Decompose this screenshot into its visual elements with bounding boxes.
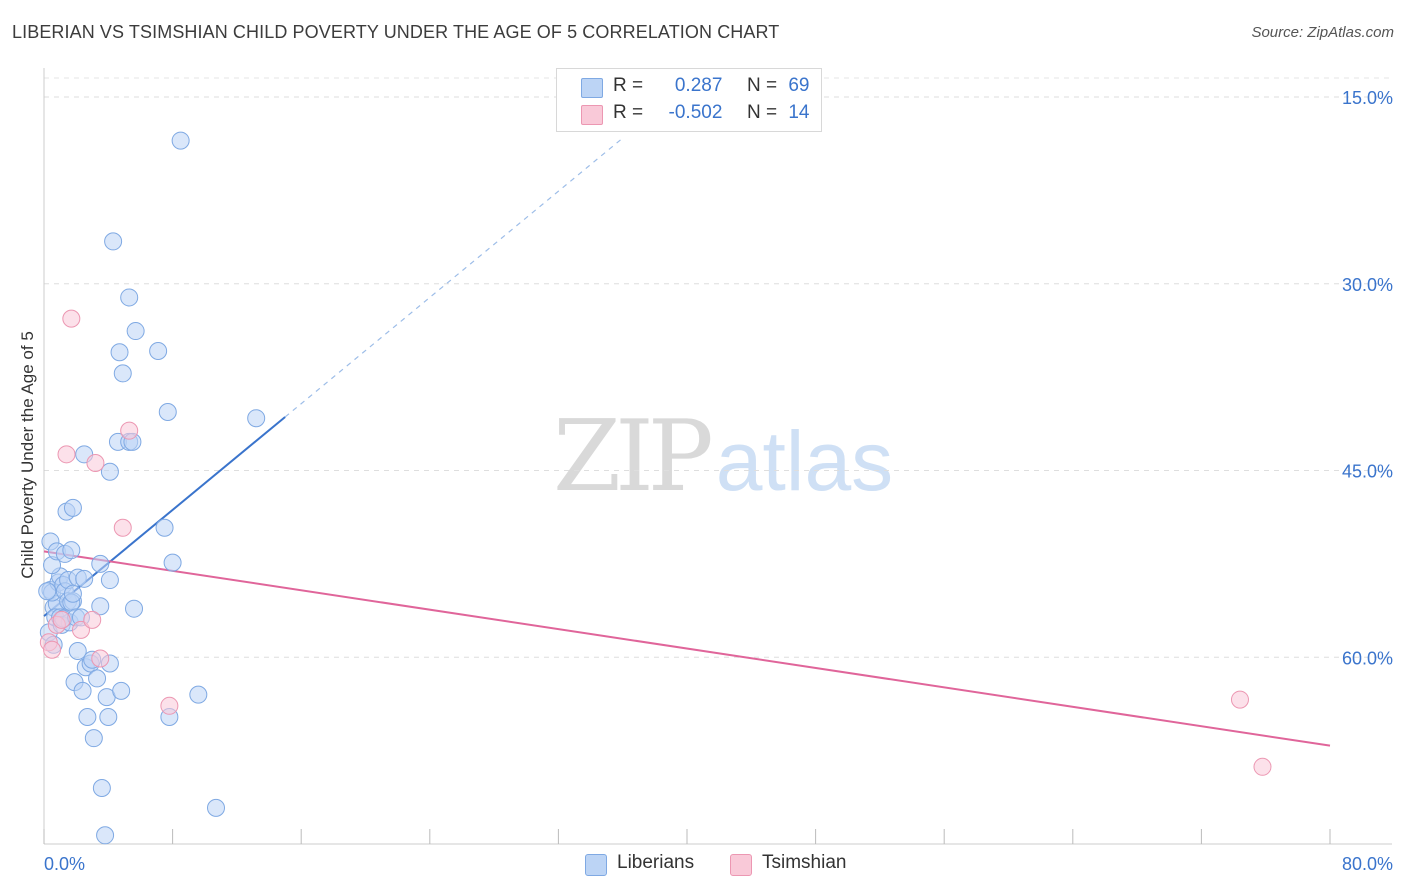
point-liberians — [112, 681, 131, 700]
correlation-legend: R = 0.287 N = 69 R = -0.502 N = 14 — [556, 68, 822, 132]
point-liberians — [171, 131, 190, 150]
point-liberians — [88, 669, 107, 688]
watermark: ZIPatlas — [553, 400, 893, 514]
legend-n-label: N = — [746, 102, 778, 123]
x-tick-label-max: 80.0% — [1342, 854, 1393, 874]
point-liberians — [158, 402, 177, 421]
point-tsimshian — [57, 445, 76, 464]
y-tick-label: 60.0% — [1342, 648, 1393, 668]
point-liberians — [125, 599, 144, 618]
legend-swatch-liberians — [581, 78, 603, 98]
series-swatch-liberians — [585, 854, 607, 876]
point-tsimshian — [113, 518, 132, 537]
point-liberians — [38, 582, 57, 601]
point-tsimshian — [52, 610, 71, 629]
legend-n-value-tsimshian: 14 — [788, 102, 810, 123]
x-tick-label-min: 0.0% — [44, 854, 85, 874]
point-liberians — [63, 498, 82, 517]
point-liberians — [68, 642, 87, 661]
axis-labels: 60.0% 45.0% 30.0% 15.0% 0.0% 80.0% Child Pover… — [18, 88, 1393, 874]
axes — [43, 68, 1392, 845]
grid-lines — [44, 77, 1392, 658]
point-liberians — [247, 409, 266, 428]
data-points — [38, 131, 1272, 845]
point-tsimshian — [62, 309, 81, 328]
y-axis-label: Child Poverty Under the Age of 5 — [18, 331, 37, 579]
trend-line-tsimshian — [43, 550, 1331, 747]
point-liberians — [84, 729, 103, 748]
series-label-tsimshian: Tsimshian — [762, 852, 847, 873]
y-tick-label: 30.0% — [1342, 275, 1393, 295]
point-liberians — [91, 597, 110, 616]
point-liberians — [207, 798, 226, 817]
legend-swatch-tsimshian — [581, 105, 603, 125]
point-tsimshian — [160, 696, 179, 715]
watermark-atlas: atlas — [715, 414, 894, 508]
point-tsimshian — [120, 421, 139, 440]
series-swatch-tsimshian — [730, 854, 752, 876]
series-legend: Liberians Tsimshian — [0, 852, 1406, 878]
chart-title: LIBERIAN VS TSIMSHIAN CHILD POVERTY UNDE… — [12, 22, 780, 42]
watermark-zip: ZIP — [553, 400, 714, 514]
point-tsimshian — [1253, 757, 1272, 776]
series-label-liberians: Liberians — [617, 852, 695, 873]
point-tsimshian — [91, 649, 110, 668]
point-liberians — [149, 341, 168, 360]
point-liberians — [62, 541, 81, 560]
point-liberians — [96, 826, 115, 845]
point-liberians — [126, 322, 145, 341]
legend-r-label: R = — [613, 75, 644, 96]
legend-r-label: R = — [613, 102, 644, 123]
point-tsimshian — [71, 620, 90, 639]
point-liberians — [163, 553, 182, 572]
point-tsimshian — [86, 454, 105, 473]
legend-n-value-liberians: 69 — [788, 75, 810, 96]
point-liberians — [100, 462, 119, 481]
point-liberians — [78, 708, 97, 727]
point-tsimshian — [1230, 690, 1249, 709]
point-tsimshian — [43, 640, 62, 659]
point-liberians — [189, 685, 208, 704]
point-liberians — [75, 569, 94, 588]
legend-r-value-liberians: 0.287 — [674, 75, 723, 96]
y-tick-label: 15.0% — [1342, 88, 1393, 108]
trend-lines — [43, 137, 1331, 747]
point-liberians — [73, 681, 92, 700]
source-credit: Source: ZipAtlas.com — [1251, 24, 1394, 41]
point-liberians — [113, 364, 132, 383]
point-liberians — [91, 554, 110, 573]
point-liberians — [92, 778, 111, 797]
point-liberians — [63, 584, 82, 603]
trend-line-liberians-extended — [284, 137, 624, 418]
point-liberians — [110, 343, 129, 362]
y-tick-label: 45.0% — [1342, 462, 1393, 482]
legend-r-value-tsimshian: -0.502 — [668, 102, 723, 123]
legend-n-label: N = — [746, 75, 778, 96]
point-liberians — [100, 571, 119, 590]
point-tsimshian — [83, 610, 102, 629]
point-liberians — [99, 708, 118, 727]
point-liberians — [120, 288, 139, 307]
point-liberians — [155, 518, 174, 537]
point-liberians — [104, 232, 123, 251]
